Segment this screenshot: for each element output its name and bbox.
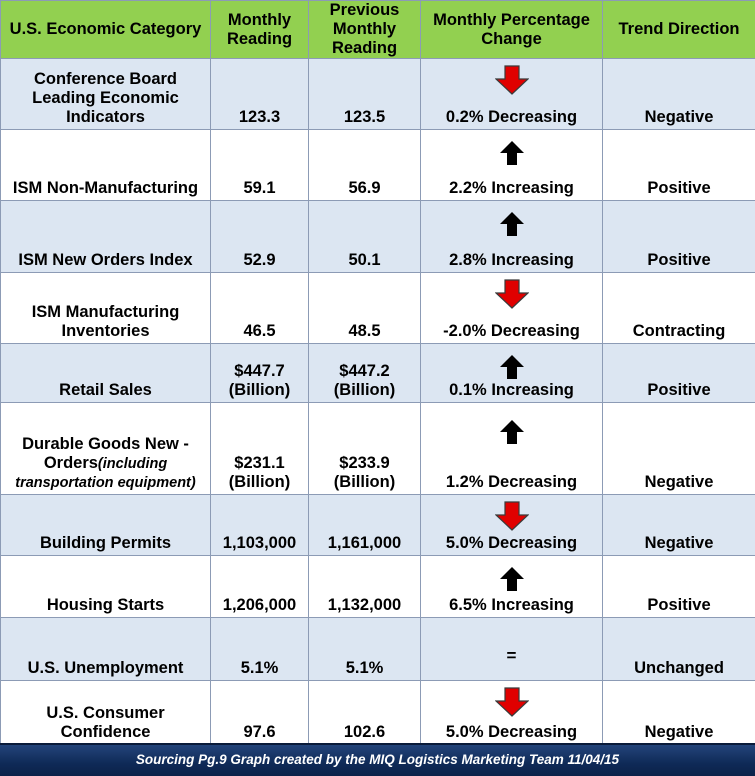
percentage-change-text: 2.8% Increasing	[449, 251, 574, 269]
category-cell: Durable Goods New -Orders(including tran…	[1, 403, 211, 495]
trend-direction-cell: Negative	[603, 495, 755, 556]
percentage-change-text: 6.5% Increasing	[449, 596, 574, 614]
trend-direction-cell: Contracting	[603, 273, 755, 344]
category-cell: ISM Manufacturing Inventories	[1, 273, 211, 344]
percentage-change-text: 5.0% Decreasing	[446, 723, 577, 741]
down-red-arrow-icon	[421, 501, 602, 531]
header-row: U.S. Economic Category Monthly Reading P…	[1, 1, 755, 59]
previous-reading-cell: 48.5	[309, 273, 421, 344]
percentage-change-cell: 2.2% Increasing	[421, 130, 603, 201]
category-label: Housing Starts	[47, 596, 164, 614]
trend-direction-cell: Positive	[603, 201, 755, 273]
category-label: Conference Board Leading Economic Indica…	[32, 70, 179, 126]
percentage-change-cell: 0.1% Increasing	[421, 344, 603, 403]
category-label: ISM Non-Manufacturing	[13, 179, 198, 197]
header-trend-direction: Trend Direction	[603, 1, 755, 59]
category-label: ISM Manufacturing Inventories	[32, 303, 180, 340]
category-cell: ISM New Orders Index	[1, 201, 211, 273]
percentage-change-cell: 0.2% Decreasing	[421, 59, 603, 130]
monthly-reading-cell: 1,103,000	[211, 495, 309, 556]
percentage-change-cell: 1.2% Decreasing	[421, 403, 603, 495]
header-category: U.S. Economic Category	[1, 1, 211, 59]
previous-reading-cell: 56.9	[309, 130, 421, 201]
monthly-reading-cell: $447.7 (Billion)	[211, 344, 309, 403]
trend-direction-cell: Negative	[603, 681, 755, 745]
percentage-change-cell: 5.0% Decreasing	[421, 495, 603, 556]
up-black-arrow-icon	[421, 354, 602, 380]
category-label: Building Permits	[40, 534, 171, 552]
percentage-change-text: 5.0% Decreasing	[446, 534, 577, 552]
category-cell: U.S. Unemployment	[1, 618, 211, 681]
previous-reading-cell: 123.5	[309, 59, 421, 130]
footer-caption: Sourcing Pg.9 Graph created by the MIQ L…	[0, 743, 755, 776]
category-cell: Building Permits	[1, 495, 211, 556]
category-cell: Retail Sales	[1, 344, 211, 403]
percentage-change-text: -2.0% Decreasing	[443, 322, 580, 340]
monthly-reading-cell: 1,206,000	[211, 556, 309, 618]
previous-reading-cell: $233.9 (Billion)	[309, 403, 421, 495]
equals-icon: =	[421, 646, 602, 665]
monthly-reading-cell: 123.3	[211, 59, 309, 130]
down-red-arrow-icon	[421, 687, 602, 717]
percentage-change-cell: -2.0% Decreasing	[421, 273, 603, 344]
trend-direction-cell: Positive	[603, 344, 755, 403]
category-label: ISM New Orders Index	[18, 251, 192, 269]
category-cell: ISM Non-Manufacturing	[1, 130, 211, 201]
monthly-reading-cell: 59.1	[211, 130, 309, 201]
header-monthly-reading: Monthly Reading	[211, 1, 309, 59]
percentage-change-text: 0.2% Decreasing	[446, 108, 577, 126]
up-black-arrow-icon	[421, 419, 602, 445]
previous-reading-cell: 5.1%	[309, 618, 421, 681]
trend-direction-cell: Negative	[603, 403, 755, 495]
previous-reading-cell: 50.1	[309, 201, 421, 273]
category-label: U.S. Consumer Confidence	[46, 704, 164, 741]
economic-indicators-table: U.S. Economic Category Monthly Reading P…	[0, 0, 755, 745]
category-label: Retail Sales	[59, 381, 152, 399]
percentage-change-cell: =	[421, 618, 603, 681]
trend-direction-cell: Positive	[603, 130, 755, 201]
percentage-change-cell: 5.0% Decreasing	[421, 681, 603, 745]
monthly-reading-cell: 46.5	[211, 273, 309, 344]
previous-reading-cell: $447.2 (Billion)	[309, 344, 421, 403]
percentage-change-text: 2.2% Increasing	[449, 179, 574, 197]
category-cell: U.S. Consumer Confidence	[1, 681, 211, 745]
percentage-change-cell: 2.8% Increasing	[421, 201, 603, 273]
up-black-arrow-icon	[421, 566, 602, 592]
header-percentage-change: Monthly Percentage Change	[421, 1, 603, 59]
category-note: (including transportation equipment)	[15, 456, 195, 491]
monthly-reading-cell: 52.9	[211, 201, 309, 273]
percentage-change-text: 1.2% Decreasing	[446, 473, 577, 491]
trend-direction-cell: Negative	[603, 59, 755, 130]
percentage-change-cell: 6.5% Increasing	[421, 556, 603, 618]
monthly-reading-cell: 5.1%	[211, 618, 309, 681]
down-red-arrow-icon	[421, 279, 602, 309]
trend-direction-cell: Positive	[603, 556, 755, 618]
monthly-reading-cell: 97.6	[211, 681, 309, 745]
category-label: U.S. Unemployment	[28, 659, 184, 677]
monthly-reading-cell: $231.1 (Billion)	[211, 403, 309, 495]
previous-reading-cell: 1,132,000	[309, 556, 421, 618]
category-cell: Conference Board Leading Economic Indica…	[1, 59, 211, 130]
category-cell: Housing Starts	[1, 556, 211, 618]
table-row: Conference Board Leading Economic Indica…	[1, 59, 755, 130]
down-red-arrow-icon	[421, 65, 602, 95]
header-previous-reading: Previous Monthly Reading	[309, 1, 421, 59]
previous-reading-cell: 1,161,000	[309, 495, 421, 556]
percentage-change-text: 0.1% Increasing	[449, 381, 574, 399]
trend-direction-cell: Unchanged	[603, 618, 755, 681]
previous-reading-cell: 102.6	[309, 681, 421, 745]
up-black-arrow-icon	[421, 140, 602, 166]
table-row: Retail Sales $447.7 (Billion)$447.2 (Bill…	[1, 344, 755, 403]
table-row: Durable Goods New -Orders(including tran…	[1, 403, 755, 495]
up-black-arrow-icon	[421, 211, 602, 237]
